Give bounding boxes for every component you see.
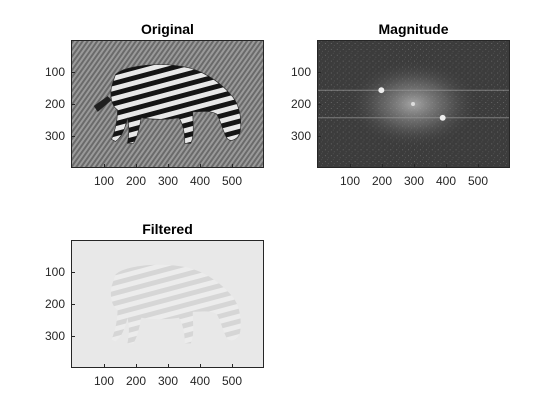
y-tick-label: 100 bbox=[290, 65, 311, 79]
image-axes-filtered bbox=[71, 240, 264, 368]
x-tick-label: 100 bbox=[93, 174, 115, 188]
x-tick-mark bbox=[478, 164, 479, 167]
y-tick-label: 300 bbox=[290, 129, 311, 143]
y-tick-label: 300 bbox=[44, 129, 65, 143]
original-image bbox=[72, 41, 263, 167]
x-tick-mark bbox=[200, 364, 201, 367]
y-tick-label: 200 bbox=[290, 97, 311, 111]
y-tick-mark bbox=[72, 336, 75, 337]
x-tick-label: 500 bbox=[467, 174, 489, 188]
y-tick-mark bbox=[72, 104, 75, 105]
spectral-peak bbox=[378, 87, 385, 94]
spectral-peak bbox=[439, 114, 446, 121]
x-tick-label: 400 bbox=[189, 374, 211, 388]
magnitude-image bbox=[318, 41, 509, 167]
zebra-shape-faint bbox=[110, 264, 241, 344]
x-tick-label: 400 bbox=[435, 174, 457, 188]
y-tick-label: 200 bbox=[44, 97, 65, 111]
y-tick-mark bbox=[318, 136, 321, 137]
x-tick-mark bbox=[136, 364, 137, 367]
x-tick-label: 200 bbox=[371, 174, 393, 188]
x-tick-label: 100 bbox=[93, 374, 115, 388]
panel-title-original: Original bbox=[141, 21, 194, 37]
y-tick-label: 200 bbox=[44, 297, 65, 311]
x-tick-label: 400 bbox=[189, 174, 211, 188]
x-tick-mark bbox=[104, 164, 105, 167]
x-tick-mark bbox=[104, 364, 105, 367]
zebra-shape bbox=[93, 64, 242, 144]
y-tick-mark bbox=[318, 104, 321, 105]
y-tick-label: 100 bbox=[44, 65, 65, 79]
y-tick-mark bbox=[72, 136, 75, 137]
image-axes-magnitude bbox=[317, 40, 510, 168]
x-tick-mark bbox=[200, 164, 201, 167]
x-tick-mark bbox=[414, 164, 415, 167]
x-tick-mark bbox=[232, 164, 233, 167]
x-tick-label: 300 bbox=[157, 174, 179, 188]
image-axes-original bbox=[71, 40, 264, 168]
x-tick-label: 300 bbox=[157, 374, 179, 388]
x-tick-mark bbox=[446, 164, 447, 167]
spectral-center bbox=[411, 102, 415, 106]
x-tick-mark bbox=[350, 164, 351, 167]
y-tick-mark bbox=[72, 272, 75, 273]
y-tick-mark bbox=[72, 304, 75, 305]
x-tick-label: 500 bbox=[221, 174, 243, 188]
panel-title-filtered: Filtered bbox=[142, 221, 193, 237]
panel-title-magnitude: Magnitude bbox=[378, 21, 449, 37]
x-tick-label: 500 bbox=[221, 374, 243, 388]
x-tick-mark bbox=[382, 164, 383, 167]
y-tick-label: 100 bbox=[44, 265, 65, 279]
x-tick-mark bbox=[136, 164, 137, 167]
y-tick-mark bbox=[72, 72, 75, 73]
y-tick-mark bbox=[318, 72, 321, 73]
x-tick-mark bbox=[168, 164, 169, 167]
x-tick-label: 200 bbox=[125, 374, 147, 388]
x-tick-mark bbox=[168, 364, 169, 367]
x-tick-label: 100 bbox=[339, 174, 361, 188]
x-tick-label: 300 bbox=[403, 174, 425, 188]
x-tick-label: 200 bbox=[125, 174, 147, 188]
x-tick-mark bbox=[232, 364, 233, 367]
filtered-image bbox=[72, 241, 263, 367]
y-tick-label: 300 bbox=[44, 329, 65, 343]
